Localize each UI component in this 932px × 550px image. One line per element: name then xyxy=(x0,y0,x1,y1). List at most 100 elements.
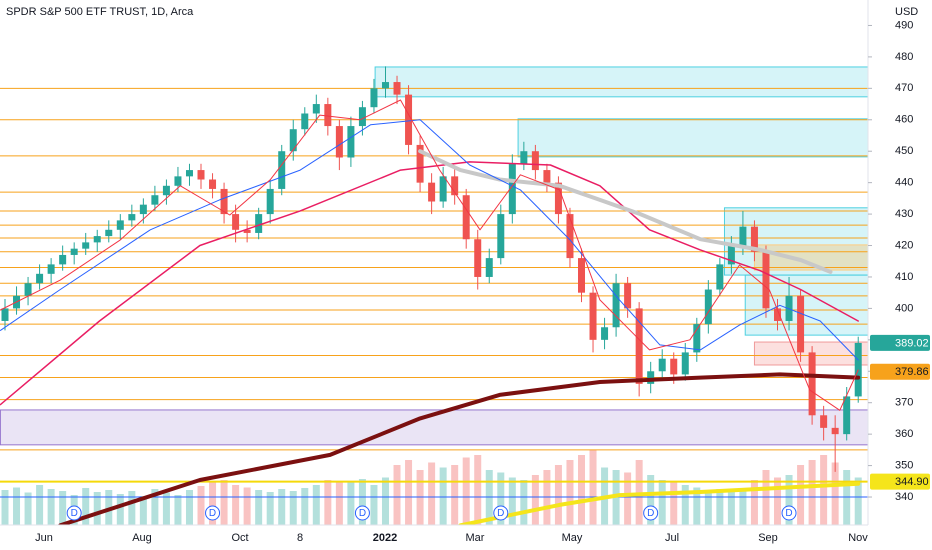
dividend-marker xyxy=(66,505,82,521)
candle-body xyxy=(381,82,389,89)
dividend-label: D xyxy=(359,508,366,519)
volume-bar xyxy=(47,489,55,525)
candle-body xyxy=(243,229,251,233)
candle-body xyxy=(750,226,758,252)
candle-body xyxy=(185,170,193,177)
y-tick-label: 430 xyxy=(895,208,913,220)
volume-bar xyxy=(750,480,758,525)
price-label: 344.90 xyxy=(895,476,929,488)
candle-body xyxy=(393,82,401,95)
y-tick-label: 360 xyxy=(895,428,913,440)
volume-bar xyxy=(36,485,44,525)
candle-body xyxy=(774,308,782,321)
volume-bar xyxy=(578,455,585,525)
candle-body xyxy=(174,176,182,186)
volume-bar xyxy=(520,480,528,525)
candle-body xyxy=(278,151,286,189)
candle-body xyxy=(1,308,9,321)
unit-label: USD xyxy=(895,6,918,18)
candle-body xyxy=(301,113,309,130)
candle-body xyxy=(843,396,851,435)
volume-bar xyxy=(13,487,21,525)
candle-body xyxy=(647,371,655,384)
indicator-line xyxy=(58,372,861,525)
candle-body xyxy=(704,289,712,325)
volume-bar xyxy=(324,480,332,525)
volume-bar xyxy=(451,465,459,525)
candle-body xyxy=(693,324,701,353)
y-tick-label: 470 xyxy=(895,82,913,94)
candle-body xyxy=(324,104,332,127)
price-label-box xyxy=(870,363,930,380)
volume-bar xyxy=(266,492,274,525)
volume-bar xyxy=(335,482,343,525)
volume-bar xyxy=(347,481,355,525)
candle-body xyxy=(670,358,678,375)
y-tick-label: 400 xyxy=(895,302,913,314)
zone xyxy=(517,118,868,158)
volume-bar xyxy=(289,491,297,525)
candle-body xyxy=(727,245,735,265)
zone xyxy=(374,66,868,98)
y-tick-label: 460 xyxy=(895,114,913,126)
candle-body xyxy=(808,352,816,416)
dividend-label: D xyxy=(71,508,78,519)
candle-body xyxy=(531,151,539,171)
candle-body xyxy=(451,176,459,196)
volume-bar xyxy=(808,460,816,525)
volume-bar xyxy=(82,488,90,525)
candle-body xyxy=(370,88,378,108)
candle-body xyxy=(797,295,805,353)
volume-bar xyxy=(497,472,505,525)
candle-body xyxy=(139,204,147,215)
dividend-marker xyxy=(493,505,509,521)
volume-bar xyxy=(232,485,240,525)
volume-bar xyxy=(831,462,839,525)
volume-bar xyxy=(670,482,678,525)
candle-body xyxy=(566,214,574,259)
dividend-label: D xyxy=(209,508,216,519)
candle-body xyxy=(820,415,828,428)
volume-bar xyxy=(589,450,597,525)
y-tick-label: 340 xyxy=(895,491,913,503)
volume-bar xyxy=(370,485,378,525)
candle-body xyxy=(358,107,366,127)
candle-body xyxy=(128,214,136,221)
volume-bar xyxy=(854,477,862,525)
candle-body xyxy=(439,176,447,202)
volume-bar xyxy=(255,490,263,525)
indicator-line xyxy=(0,119,859,361)
volume-bar xyxy=(312,485,320,525)
x-tick-label: May xyxy=(562,532,583,544)
y-tick-label: 350 xyxy=(895,459,913,471)
candle-body xyxy=(335,126,343,158)
dividend-marker xyxy=(781,505,797,521)
candle-body xyxy=(681,352,689,375)
dividend-marker xyxy=(205,505,221,521)
volume-bar xyxy=(647,475,655,525)
volume-bar xyxy=(405,460,413,525)
volume-bar xyxy=(716,489,724,525)
candle-body xyxy=(554,182,562,215)
volume-bar xyxy=(693,487,701,525)
candle-body xyxy=(209,179,217,189)
candle-body xyxy=(716,264,724,290)
volume-bar xyxy=(24,492,32,525)
volume-bar xyxy=(474,455,482,525)
volume-bar xyxy=(116,494,124,525)
dividend-label: D xyxy=(647,508,654,519)
candle-body xyxy=(624,283,632,309)
plot-area xyxy=(0,66,868,525)
volume-bar xyxy=(381,477,389,525)
y-tick-label: 450 xyxy=(895,145,913,157)
volume-bar xyxy=(358,479,366,525)
candle-body xyxy=(36,273,44,284)
x-tick-label: 2022 xyxy=(373,532,397,544)
x-tick-label: 8 xyxy=(297,532,303,544)
indicator-line xyxy=(0,99,859,411)
candle-body xyxy=(485,258,493,277)
x-tick-label: Jul xyxy=(665,532,679,544)
volume-bar xyxy=(162,492,170,525)
indicator-line xyxy=(418,149,833,274)
